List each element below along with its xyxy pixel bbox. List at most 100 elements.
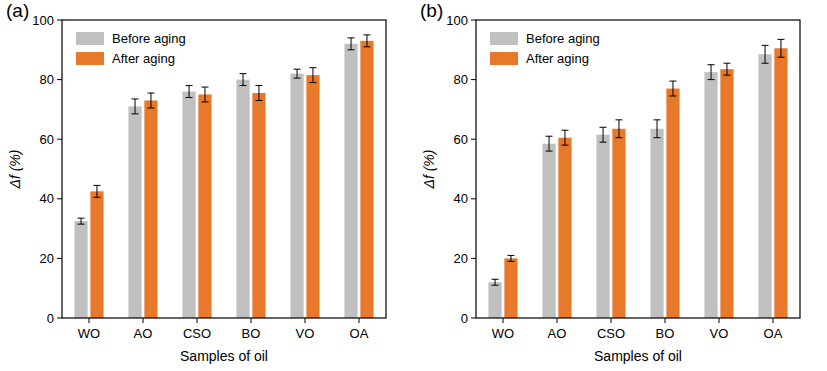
error-cap bbox=[240, 85, 247, 86]
x-tick-label: OA bbox=[764, 326, 783, 341]
error-line bbox=[564, 130, 565, 145]
y-tick-label: 80 bbox=[454, 72, 468, 87]
error-cap bbox=[309, 82, 316, 83]
error-bar bbox=[708, 65, 715, 80]
error-cap bbox=[615, 119, 622, 120]
error-line bbox=[243, 74, 244, 86]
panel-label: (b) bbox=[420, 0, 443, 21]
error-bar bbox=[723, 63, 730, 75]
error-bar bbox=[546, 136, 553, 151]
error-bar bbox=[363, 35, 370, 47]
error-cap bbox=[93, 197, 100, 198]
y-tick bbox=[57, 139, 62, 140]
x-tick bbox=[359, 318, 360, 323]
error-cap bbox=[348, 49, 355, 50]
error-cap bbox=[762, 45, 769, 46]
bar bbox=[360, 41, 373, 318]
bar bbox=[252, 93, 265, 318]
error-line bbox=[351, 38, 352, 50]
legend-label: Before aging bbox=[112, 31, 186, 46]
bar bbox=[236, 80, 249, 318]
x-tick bbox=[305, 318, 306, 323]
x-tick-label: AO bbox=[548, 326, 567, 341]
error-line bbox=[549, 136, 550, 151]
error-cap bbox=[132, 113, 139, 114]
bar bbox=[504, 258, 517, 318]
x-tick-label: OA bbox=[350, 326, 369, 341]
error-bar bbox=[78, 218, 85, 224]
y-tick-label: 100 bbox=[32, 13, 54, 28]
error-cap bbox=[363, 34, 370, 35]
x-tick-label: BO bbox=[242, 326, 261, 341]
error-cap bbox=[147, 93, 154, 94]
y-tick bbox=[57, 79, 62, 80]
error-line bbox=[603, 127, 604, 142]
y-axis-label: Δf (%) bbox=[7, 150, 23, 190]
error-cap bbox=[600, 142, 607, 143]
panel-label: (a) bbox=[6, 0, 29, 21]
bar bbox=[666, 89, 679, 318]
error-cap bbox=[186, 85, 193, 86]
x-tick bbox=[251, 318, 252, 323]
error-cap bbox=[294, 78, 301, 79]
y-tick-label: 60 bbox=[40, 132, 54, 147]
y-tick-label: 60 bbox=[454, 132, 468, 147]
error-bar bbox=[600, 127, 607, 142]
legend-swatch bbox=[490, 32, 518, 45]
bar bbox=[650, 129, 663, 318]
y-tick bbox=[471, 258, 476, 259]
error-cap bbox=[561, 130, 568, 131]
x-tick bbox=[611, 318, 612, 323]
error-bar bbox=[201, 87, 208, 102]
bar bbox=[558, 138, 571, 318]
error-line bbox=[297, 69, 298, 78]
error-bar bbox=[507, 255, 514, 261]
x-tick-label: WO bbox=[78, 326, 100, 341]
error-cap bbox=[561, 145, 568, 146]
error-bar bbox=[147, 93, 154, 108]
legend-label: After aging bbox=[526, 51, 589, 66]
y-tick-label: 100 bbox=[446, 13, 468, 28]
error-cap bbox=[348, 37, 355, 38]
error-line bbox=[312, 68, 313, 83]
error-line bbox=[780, 39, 781, 57]
error-cap bbox=[654, 119, 661, 120]
error-cap bbox=[492, 285, 499, 286]
error-cap bbox=[93, 185, 100, 186]
bar bbox=[704, 72, 717, 318]
error-line bbox=[495, 279, 496, 285]
x-axis-label: Samples of oil bbox=[180, 348, 268, 364]
bar bbox=[74, 221, 87, 318]
bar bbox=[774, 48, 787, 318]
y-axis-label: Δf (%) bbox=[421, 150, 437, 190]
error-bar bbox=[309, 68, 316, 83]
y-tick-label: 40 bbox=[40, 191, 54, 206]
error-cap bbox=[777, 39, 784, 40]
error-line bbox=[618, 120, 619, 138]
plot-area bbox=[74, 35, 373, 318]
bar bbox=[290, 74, 303, 318]
bar bbox=[758, 54, 771, 318]
x-tick bbox=[665, 318, 666, 323]
y-tick bbox=[57, 258, 62, 259]
error-cap bbox=[723, 63, 730, 64]
error-cap bbox=[708, 64, 715, 65]
x-tick bbox=[557, 318, 558, 323]
x-axis-label: Samples of oil bbox=[594, 348, 682, 364]
error-cap bbox=[777, 57, 784, 58]
y-tick bbox=[471, 139, 476, 140]
x-tick-label: VO bbox=[296, 326, 315, 341]
x-tick-label: CSO bbox=[597, 326, 625, 341]
x-tick-label: CSO bbox=[183, 326, 211, 341]
x-tick bbox=[773, 318, 774, 323]
bar bbox=[720, 69, 733, 318]
legend: Before agingAfter aging bbox=[76, 31, 186, 66]
error-cap bbox=[615, 137, 622, 138]
error-cap bbox=[507, 255, 514, 256]
error-cap bbox=[201, 101, 208, 102]
error-cap bbox=[309, 67, 316, 68]
error-bar bbox=[669, 81, 676, 96]
error-line bbox=[711, 65, 712, 80]
bar bbox=[344, 44, 357, 318]
x-tick bbox=[197, 318, 198, 323]
